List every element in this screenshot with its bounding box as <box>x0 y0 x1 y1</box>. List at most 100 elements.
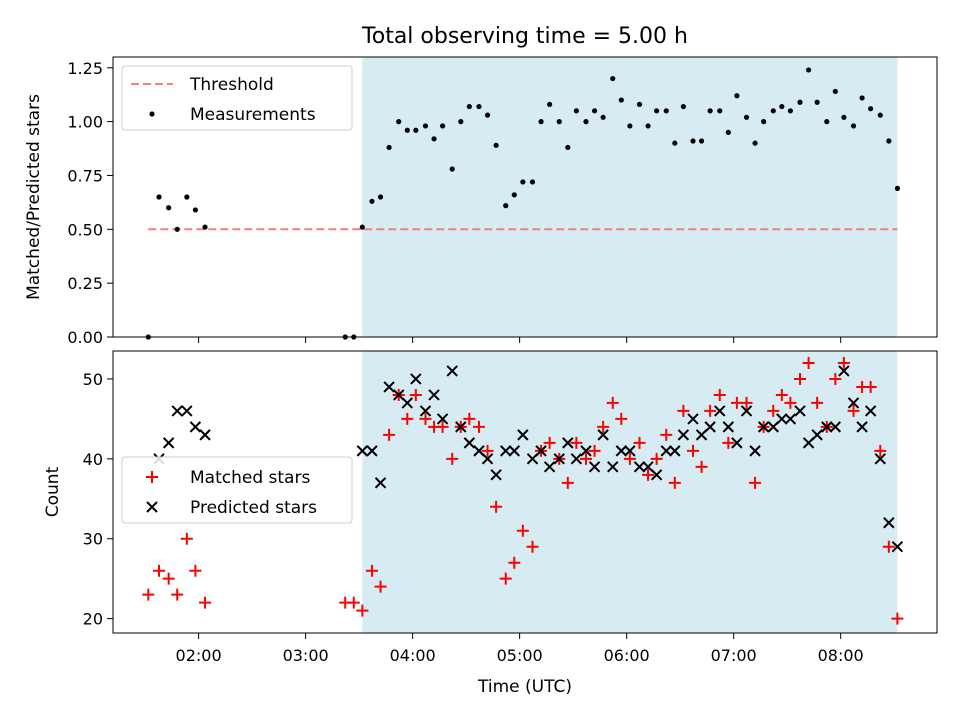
predicted-point <box>669 445 681 457</box>
bottom-legend-box <box>121 456 353 524</box>
measurement-point <box>779 103 785 110</box>
matched-point <box>811 396 824 409</box>
matched-point <box>142 588 155 601</box>
xlabel: Time (UTC) <box>477 677 572 697</box>
predicted-point <box>714 405 726 417</box>
measurement-point <box>359 224 365 230</box>
predicted-point <box>677 429 690 441</box>
matched-point <box>463 412 476 425</box>
measurement-point <box>627 123 633 129</box>
predicted-point <box>891 541 904 553</box>
matched-point <box>436 420 449 433</box>
matched-point <box>891 612 904 625</box>
measurement-point <box>690 138 696 144</box>
predicted-point <box>615 445 628 457</box>
matched-point <box>588 444 601 457</box>
measurement-point <box>618 97 624 103</box>
bottom-ytick-label: 50 <box>83 370 103 389</box>
measurement-point <box>202 224 208 230</box>
top-ylabel: Matched/Predicted stars <box>24 94 44 300</box>
xtick-label: 06:00 <box>604 646 650 665</box>
measurement-point <box>184 194 190 200</box>
measurement-point <box>591 108 598 114</box>
measurement-point <box>404 127 410 133</box>
predicted-point <box>864 405 877 417</box>
top-ytick-label: 0.00 <box>67 328 103 347</box>
measurement-point <box>396 119 402 125</box>
matched-point <box>356 604 369 617</box>
matched-point <box>446 452 459 465</box>
predicted-point <box>162 437 175 449</box>
matched-point <box>374 580 387 593</box>
measurement-point <box>663 108 669 114</box>
predicted-legend-swatch <box>146 501 158 513</box>
predicted-point <box>580 445 592 457</box>
bottom-ylabel: Count <box>43 466 63 517</box>
matched-point <box>864 380 877 393</box>
matched-point <box>802 356 815 369</box>
measurement-point <box>547 101 553 107</box>
matched-point <box>633 436 646 449</box>
matched-point <box>579 452 592 465</box>
measurement-point <box>680 103 686 110</box>
matched-point <box>472 420 485 433</box>
matched-point <box>189 564 202 577</box>
measurement-point <box>707 108 713 114</box>
predicted-point <box>597 429 609 441</box>
matched-point <box>199 596 212 609</box>
matched-point <box>660 428 673 441</box>
matched-point <box>481 444 494 457</box>
measurement-point <box>832 88 838 95</box>
measurement-point <box>466 103 472 110</box>
bottom-legend: Matched stars Predicted stars <box>121 456 353 524</box>
matched-point <box>162 572 175 585</box>
measurement-point <box>787 108 793 114</box>
predicted-point <box>856 421 868 433</box>
measurement-point <box>814 99 820 105</box>
measurements-legend-swatch <box>149 111 155 117</box>
matched-point <box>668 476 681 489</box>
matched-point <box>882 540 895 553</box>
measurement-point <box>538 119 544 125</box>
top-ytick-label: 1.00 <box>67 113 103 132</box>
measurement-point <box>369 198 375 204</box>
xtick-label: 02:00 <box>176 646 222 665</box>
matched-point <box>722 436 735 449</box>
matched-point <box>171 588 184 601</box>
measurement-point <box>386 144 392 151</box>
predicted-point <box>883 517 895 529</box>
measurement-point <box>886 138 892 144</box>
measurement-point <box>894 185 901 191</box>
measurement-point <box>484 112 491 118</box>
matched-point <box>794 372 807 385</box>
measurement-point <box>752 140 758 146</box>
matched-point <box>740 396 753 409</box>
measurement-point <box>458 119 464 125</box>
measurement-point <box>174 226 180 232</box>
predicted-point <box>490 469 502 481</box>
measurement-point <box>431 136 437 142</box>
predicted-point <box>633 461 646 473</box>
measurement-point <box>610 75 616 82</box>
matched-point <box>749 476 762 489</box>
measurement-point <box>377 194 384 200</box>
measurement-point <box>877 112 883 118</box>
predicted-point <box>794 405 806 417</box>
predicted-point <box>428 389 440 401</box>
measurement-point <box>734 93 740 99</box>
matched-point <box>365 564 378 577</box>
measurement-point <box>192 207 198 213</box>
matched-point <box>383 428 396 441</box>
matched-point <box>490 500 503 513</box>
predicted-point <box>508 445 521 457</box>
predicted-point <box>749 445 761 457</box>
matched-point <box>419 412 432 425</box>
measurement-point <box>850 123 857 129</box>
predicted-point <box>838 365 850 377</box>
top-legend-box <box>121 65 353 131</box>
measurement-point <box>698 138 705 144</box>
predicted-point <box>374 477 387 489</box>
matched-point <box>347 596 360 609</box>
measurement-point <box>573 108 579 114</box>
